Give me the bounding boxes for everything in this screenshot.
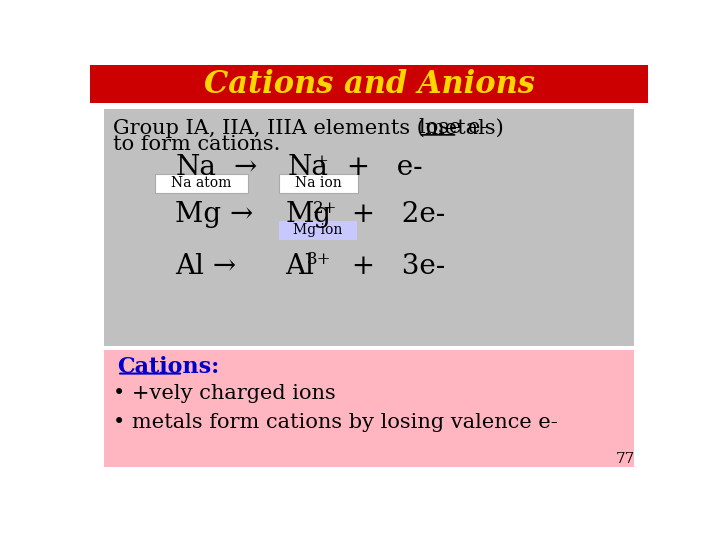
FancyBboxPatch shape <box>90 65 648 103</box>
Text: 3+: 3+ <box>307 251 331 268</box>
Text: +   2e-: + 2e- <box>334 201 446 228</box>
Text: Mg →: Mg → <box>175 201 253 228</box>
Text: →: → <box>233 154 256 181</box>
Text: Cations:: Cations: <box>117 356 220 377</box>
Text: Mg: Mg <box>285 201 331 228</box>
FancyBboxPatch shape <box>104 109 634 346</box>
Text: Na: Na <box>287 154 328 181</box>
Text: +   3e-: + 3e- <box>334 253 446 280</box>
Text: +   e-: + e- <box>329 154 423 181</box>
Text: Mg ion: Mg ion <box>293 224 343 238</box>
Text: • +vely charged ions: • +vely charged ions <box>113 384 336 403</box>
Text: Na ion: Na ion <box>295 177 342 191</box>
Text: lose e-: lose e- <box>418 118 487 138</box>
Text: Group IA, IIA, IIIA elements (metals): Group IA, IIA, IIIA elements (metals) <box>113 118 510 138</box>
Text: Al →: Al → <box>175 253 236 280</box>
Text: Cations and Anions: Cations and Anions <box>204 69 534 99</box>
FancyBboxPatch shape <box>279 221 356 240</box>
Text: 2+: 2+ <box>313 199 338 217</box>
Text: Na atom: Na atom <box>171 177 232 191</box>
Text: to form cations.: to form cations. <box>113 136 281 154</box>
FancyBboxPatch shape <box>155 174 248 193</box>
Text: Al: Al <box>285 253 315 280</box>
FancyBboxPatch shape <box>279 174 358 193</box>
Text: 77: 77 <box>616 452 635 466</box>
Text: Na: Na <box>175 154 216 181</box>
Text: • metals form cations by losing valence e-: • metals form cations by losing valence … <box>113 413 558 433</box>
FancyBboxPatch shape <box>104 350 634 467</box>
Text: +: + <box>315 152 328 170</box>
